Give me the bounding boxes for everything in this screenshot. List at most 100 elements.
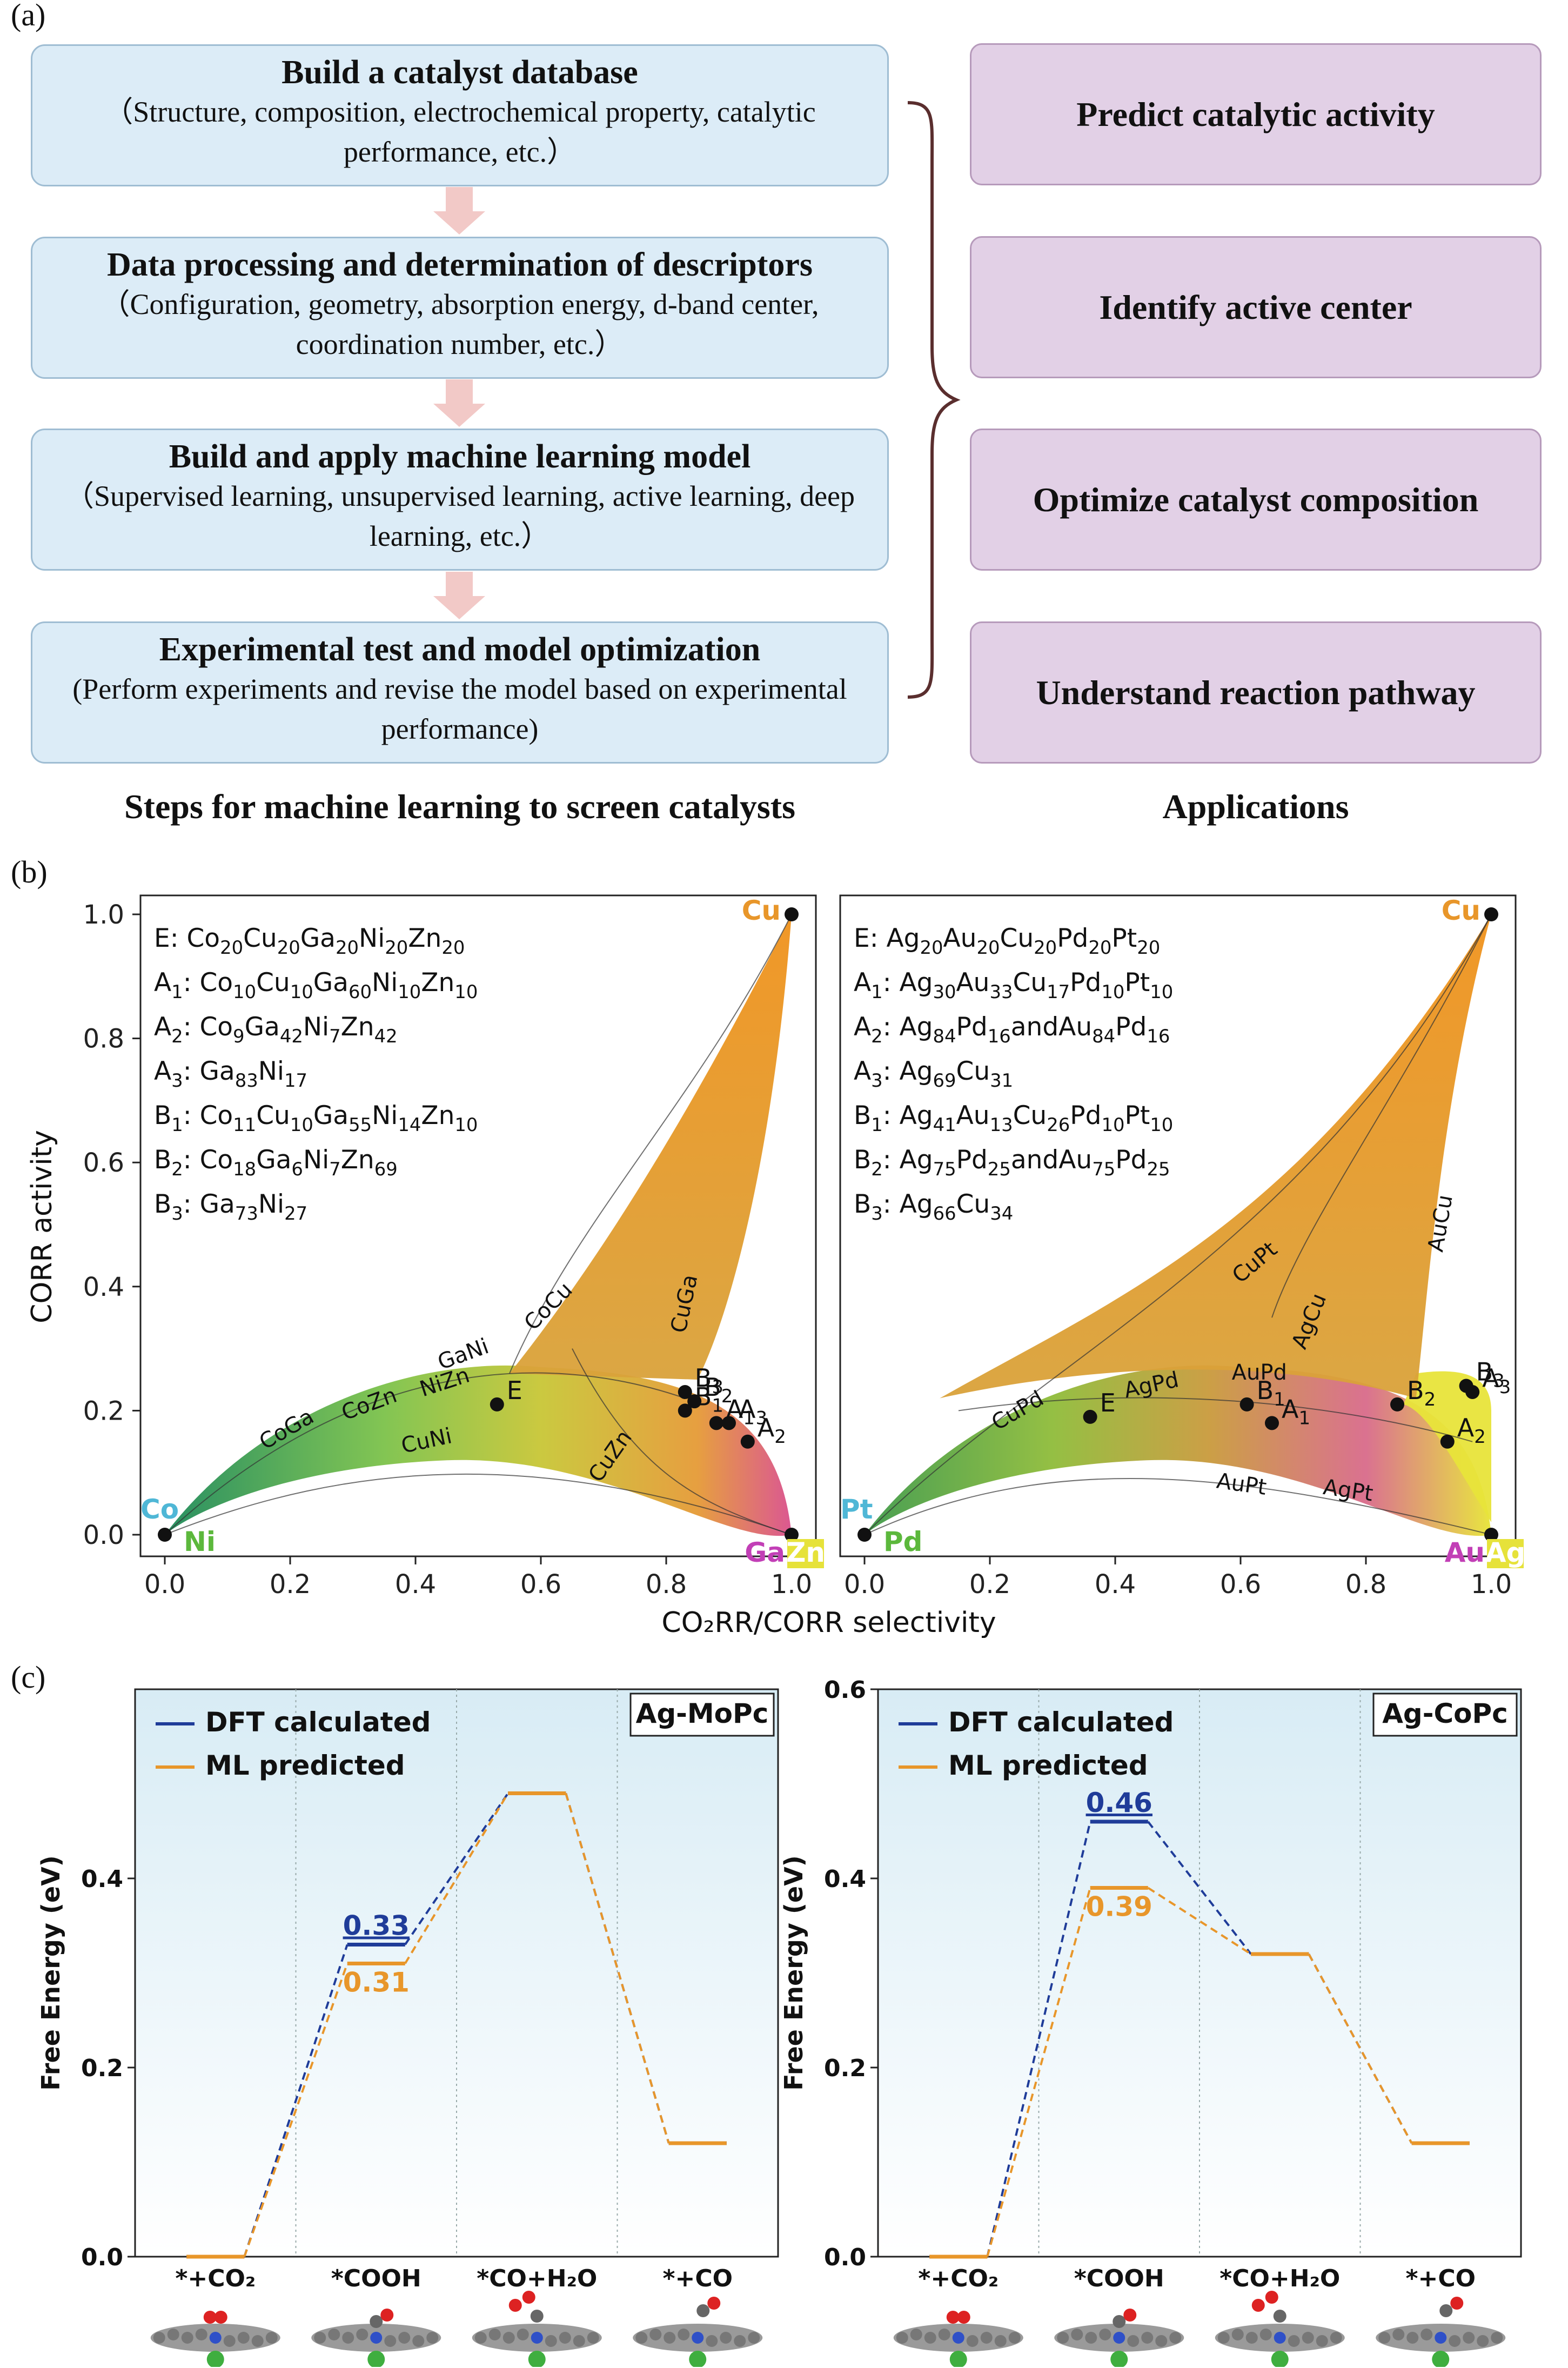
step-title: Experimental test and model optimization — [159, 631, 761, 668]
subscript: 2 — [1474, 1426, 1486, 1448]
text-segment: Pd — [1115, 1145, 1147, 1175]
point-label: A2 — [1457, 1413, 1486, 1448]
corner-point — [158, 1528, 172, 1542]
y-tick-label: 0.8 — [83, 1024, 124, 1054]
subscript: 20 — [385, 937, 408, 958]
text-segment: : — [183, 1056, 200, 1086]
text-segment: A — [1282, 1394, 1299, 1423]
text-segment: A — [854, 968, 871, 998]
atom — [1449, 2335, 1461, 2347]
text-segment: : — [183, 1145, 200, 1175]
x-tick-label: 0.6 — [520, 1569, 561, 1600]
y-tick-label: 1.0 — [83, 900, 124, 930]
oxygen-atom — [707, 2297, 721, 2310]
atom — [706, 2335, 718, 2347]
step-description: （Structure, composition, electrochemical… — [104, 96, 816, 168]
atom — [635, 2332, 648, 2344]
oxygen-atom — [380, 2309, 394, 2322]
energy-connector — [404, 1792, 509, 1945]
composition-point — [1440, 1434, 1455, 1449]
app-optimize-composition: Optimize catalyst composition — [970, 429, 1542, 571]
atom — [1231, 2329, 1244, 2340]
text-segment: : — [883, 1101, 900, 1131]
subscript: 25 — [988, 1159, 1011, 1180]
text-segment: : — [883, 1189, 900, 1219]
subscript: 18 — [233, 1159, 256, 1180]
text-segment: B — [854, 1189, 871, 1219]
text-segment: Ag — [899, 1056, 933, 1086]
subscript: 42 — [374, 1026, 398, 1047]
text-segment: : — [183, 1101, 200, 1131]
text-segment: Pd — [956, 1145, 988, 1175]
corner-label-right: Au — [1445, 1537, 1485, 1568]
atom — [1245, 2332, 1258, 2344]
text-segment: A — [758, 1413, 775, 1442]
text-segment: Ag — [899, 968, 933, 998]
point-label: A3 — [739, 1394, 767, 1429]
text-segment: Au — [956, 1101, 990, 1131]
step-ml-model: Build and apply machine learning model （… — [31, 429, 889, 571]
panel-label-c: (c) — [11, 1660, 46, 1695]
atom — [664, 2332, 676, 2344]
legend-label: ML predicted — [948, 1750, 1148, 1781]
subscript: 73 — [235, 1203, 258, 1224]
subscript: 3 — [171, 1070, 183, 1091]
subscript: 16 — [1147, 1026, 1170, 1047]
subscript: 13 — [990, 1114, 1013, 1135]
subscript: 2 — [721, 1386, 733, 1407]
text-segment: : — [870, 924, 887, 953]
step-title: Data processing and determination of des… — [107, 246, 813, 283]
atom — [1057, 2332, 1069, 2344]
subscript: 10 — [290, 1114, 313, 1135]
text-segment: Ag — [886, 924, 920, 953]
text-segment: : — [883, 1145, 900, 1175]
text-segment: Pd — [1070, 1101, 1101, 1131]
step-label: *+CO₂ — [918, 2265, 999, 2292]
oxygen-atom — [508, 2299, 522, 2312]
energy-connector — [986, 1887, 1091, 2257]
text-segment: Ga — [199, 1056, 234, 1086]
legend-entry: A1: Ag30Au33Cu17Pd10Pt10 — [854, 968, 1173, 1002]
subscript: 2 — [871, 1159, 883, 1180]
app-predict-activity: Predict catalytic activity — [970, 43, 1542, 185]
energy-connector — [404, 1792, 509, 1964]
plot-frame — [134, 1688, 779, 2258]
text-segment: B — [1257, 1376, 1274, 1405]
chlorine-atom — [949, 2351, 967, 2367]
step-label: *+CO — [1405, 2265, 1476, 2292]
subscript: 2 — [171, 1026, 183, 1047]
text-segment: B — [854, 1145, 871, 1175]
x-tick-label: 0.8 — [1345, 1569, 1386, 1600]
text-segment: andAu — [1011, 1145, 1092, 1175]
text-segment: Cu — [1000, 924, 1034, 953]
atom — [938, 2329, 950, 2340]
x-tick-label: 0.0 — [844, 1569, 885, 1600]
subscript: 31 — [990, 1070, 1013, 1091]
text-segment: Zn — [421, 1101, 454, 1131]
chlorine-atom — [1110, 2351, 1128, 2367]
atom — [181, 2332, 193, 2344]
legend-entry: B2: Ag75Pd25andAu75Pd25 — [854, 1145, 1170, 1180]
atom — [587, 2332, 599, 2344]
atom — [1141, 2332, 1154, 2344]
atom — [328, 2329, 340, 2340]
text-segment: Zn — [408, 924, 441, 953]
text-segment: Ag — [900, 1145, 933, 1175]
atom — [924, 2332, 936, 2344]
subscript: 1 — [1298, 1407, 1310, 1429]
text-segment: A — [154, 968, 171, 998]
text-segment: Co — [186, 924, 220, 953]
panel-label-a: (a) — [11, 0, 46, 32]
x-tick-label: 0.0 — [144, 1569, 185, 1600]
y-tick-label: 0.0 — [81, 2244, 123, 2271]
atom — [734, 2335, 746, 2347]
subscript: 84 — [1092, 1026, 1115, 1047]
binary-curve-label: AuPt — [1215, 1469, 1268, 1500]
x-tick-label: 1.0 — [771, 1569, 812, 1600]
corner-point — [857, 1528, 872, 1542]
legend-entry: E: Ag20Au20Cu20Pd20Pt20 — [854, 924, 1160, 958]
corner-point — [1484, 907, 1498, 921]
dft-value-label: 0.33 — [343, 1910, 410, 1942]
subscript: 17 — [284, 1070, 307, 1091]
atom — [426, 2332, 439, 2344]
